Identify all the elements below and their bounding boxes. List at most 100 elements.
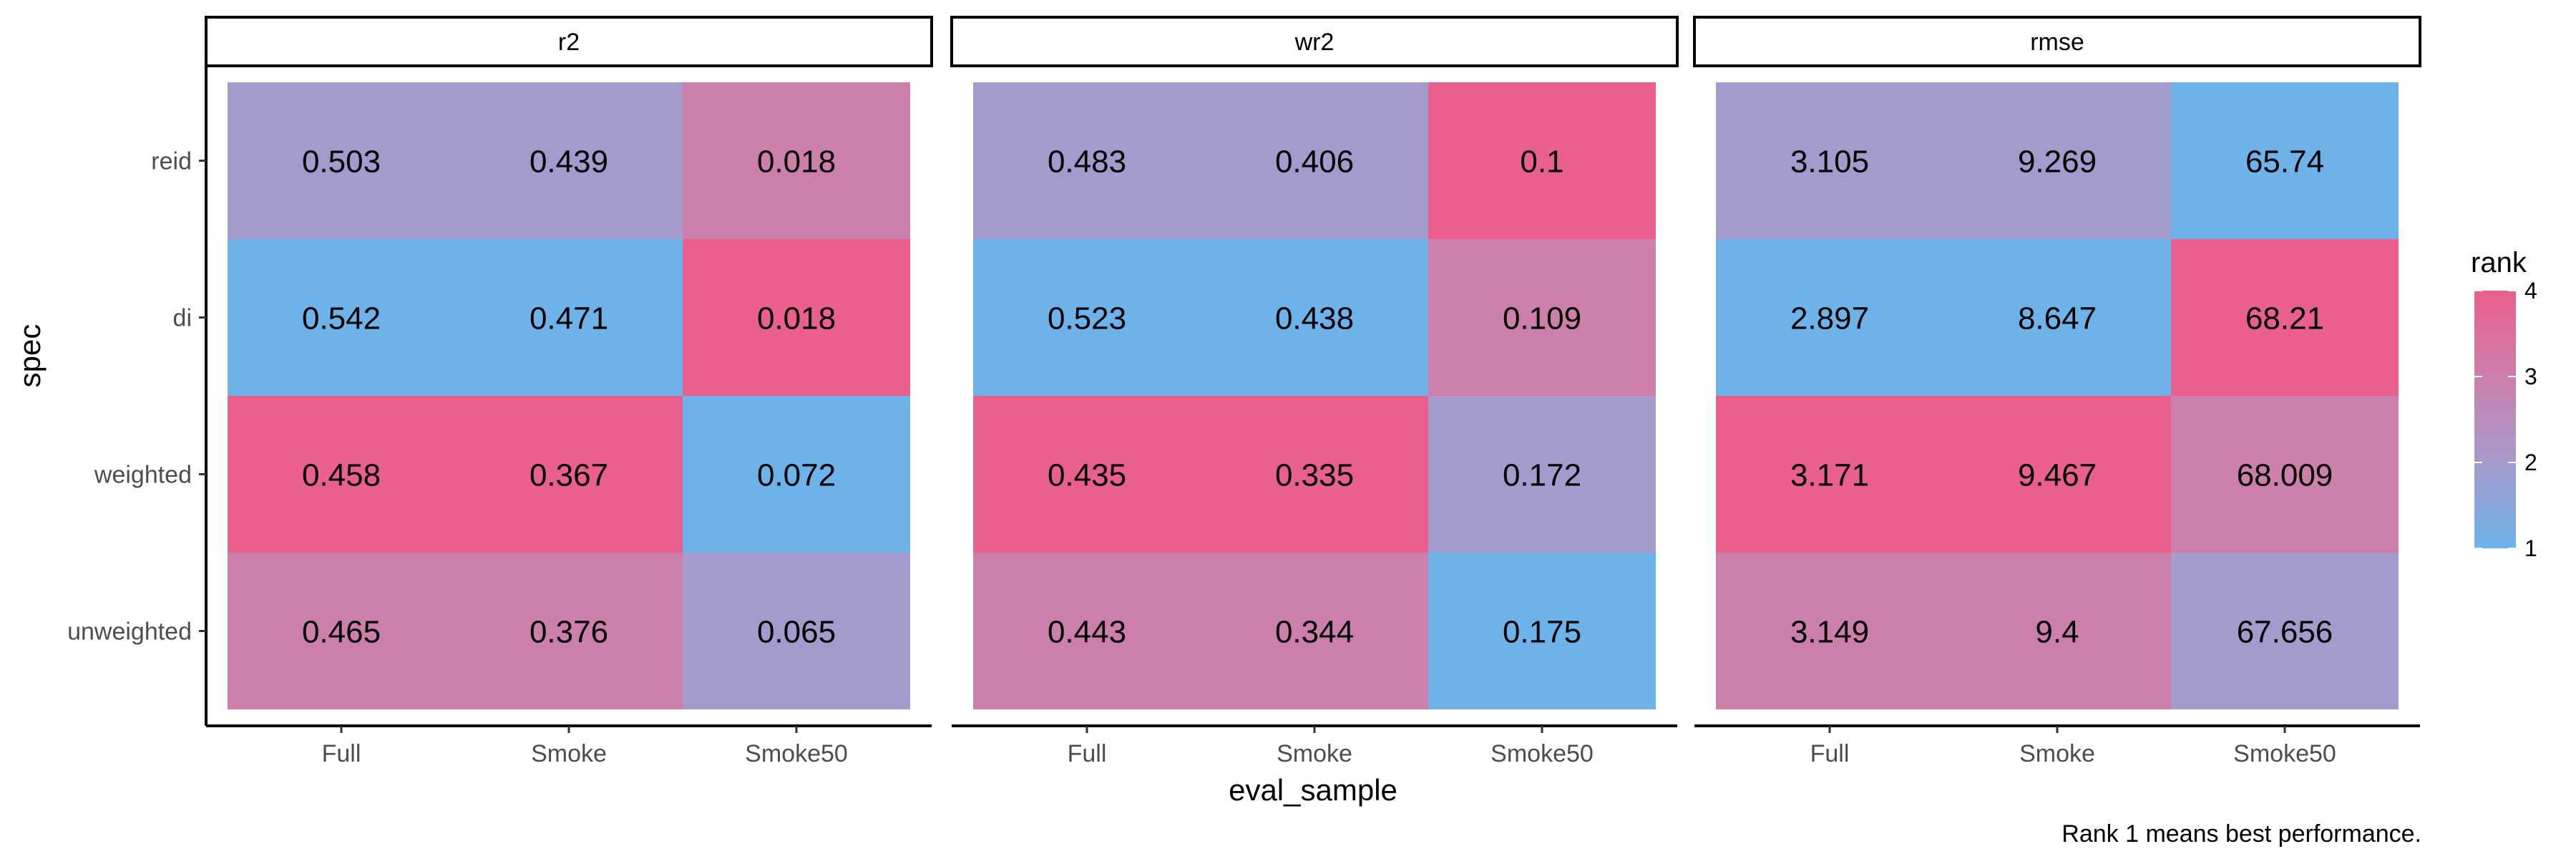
tile-value-label: 9.269: [2018, 145, 2097, 180]
tile-value-label: 0.376: [530, 615, 608, 650]
heatmap-tile: [1716, 553, 1943, 709]
tile-value-label: 0.458: [302, 458, 381, 493]
facet-strip: [205, 16, 933, 67]
chart-caption: Rank 1 means best performance.: [2062, 820, 2421, 848]
tile-value-label: 0.471: [530, 301, 608, 336]
heatmap-tile: [1943, 82, 2171, 239]
x-tick-label: Smoke50: [2233, 740, 2336, 767]
heatmap-tile: [455, 239, 683, 396]
heatmap-tile: [1201, 553, 1428, 709]
tile-value-label: 68.21: [2245, 301, 2324, 336]
legend-tick-label: 4: [2524, 278, 2537, 304]
tile-value-label: 0.018: [757, 301, 836, 336]
heatmap-tile: [973, 82, 1201, 239]
heatmap-tile: [1428, 553, 1656, 709]
heatmap-tile: [455, 553, 683, 709]
heatmap-tile: [455, 396, 683, 553]
tile-value-label: 0.175: [1503, 615, 1581, 650]
tile-value-label: 3.149: [1790, 615, 1869, 650]
tile-value-label: 0.523: [1048, 301, 1126, 336]
tile-value-label: 0.172: [1503, 458, 1581, 493]
y-tick-label: reid: [151, 148, 192, 175]
heatmap-tile: [1428, 396, 1656, 553]
heatmap-tile: [1428, 82, 1656, 239]
tile-value-label: 0.483: [1048, 145, 1126, 180]
heatmap-tile: [1201, 239, 1428, 396]
legend-tick-label: 3: [2524, 364, 2537, 389]
heatmap-tile: [1716, 239, 1943, 396]
y-axis-title: spec: [13, 324, 47, 388]
tile-value-label: 3.105: [1790, 145, 1869, 180]
heatmap-tile: [683, 239, 910, 396]
legend-tick-label: 1: [2524, 535, 2537, 561]
facet-strip-label: r2: [558, 29, 580, 56]
heatmap-tile: [1943, 396, 2171, 553]
legend-tick-label: 2: [2524, 450, 2537, 475]
tile-value-label: 9.4: [2035, 615, 2079, 650]
heatmap-tile: [2171, 553, 2399, 709]
heatmap-tile: [455, 82, 683, 239]
x-tick-label: Smoke50: [745, 740, 848, 767]
legend-ticks: 1 2 3 4: [2474, 278, 2537, 561]
tile-value-label: 0.443: [1048, 615, 1126, 650]
tile-value-label: 0.439: [530, 145, 608, 180]
heatmap-tile: [2171, 396, 2399, 553]
heatmap-tile: [1428, 239, 1656, 396]
tile-value-label: 0.435: [1048, 458, 1126, 493]
heatmap-tile: [1201, 82, 1428, 239]
heatmap-tile: [973, 239, 1201, 396]
heatmap-tile: [1943, 239, 2171, 396]
facet-panels: r2 0.503 0.439 0.018 0.542 0.471 0.018 0.458 0.3…: [67, 16, 2421, 767]
x-tick-label: Smoke: [531, 740, 607, 767]
heatmap-tile: [683, 82, 910, 239]
legend-title: rank: [2471, 247, 2527, 278]
y-tick-label: di: [173, 305, 192, 332]
heatmap-tile: [683, 396, 910, 553]
tile-value-label: 0.367: [530, 458, 608, 493]
facet-panel-r2: r2 0.503 0.439 0.018 0.542 0.471 0.018 0.458 0.3…: [67, 16, 933, 767]
tile-value-label: 0.018: [757, 145, 836, 180]
x-tick-label: Smoke: [2019, 740, 2095, 767]
y-tick-label: weighted: [94, 462, 192, 489]
tile-value-label: 0.065: [757, 615, 836, 650]
x-tick-label: Smoke50: [1491, 740, 1594, 767]
tile-value-label: 67.656: [2237, 615, 2333, 650]
tile-value-label: 0.465: [302, 615, 381, 650]
facet-strip: [950, 16, 1679, 67]
tile-value-label: 0.438: [1275, 301, 1354, 336]
heatmap-tile: [1716, 82, 1943, 239]
x-tick-label: Full: [1810, 740, 1850, 767]
tile-value-label: 9.467: [2018, 458, 2097, 493]
heatmap-tile: [1201, 396, 1428, 553]
facet-strip-label: rmse: [2030, 29, 2084, 56]
tile-value-label: 2.897: [1790, 301, 1869, 336]
heatmap-tile: [1943, 553, 2171, 709]
facet-panel-wr2: wr2 0.483 0.406 0.1 0.523 0.438 0.109 0.435 0.33…: [950, 16, 1679, 767]
heatmap-tile: [228, 239, 455, 396]
heatmap-tile: [973, 396, 1201, 553]
legend-colorbar: [2474, 291, 2516, 548]
y-tick-label: unweighted: [67, 618, 192, 646]
tile-value-label: 65.74: [2245, 145, 2324, 180]
heatmap-tile: [683, 553, 910, 709]
tile-value-label: 3.171: [1790, 458, 1869, 493]
rank-legend: rank 1 2 3 4: [2471, 247, 2537, 561]
heatmap-tile: [973, 553, 1201, 709]
heatmap-tile: [2171, 82, 2399, 239]
tile-value-label: 0.406: [1275, 145, 1354, 180]
x-tick-label: Full: [1068, 740, 1107, 767]
tile-value-label: 0.072: [757, 458, 836, 493]
facet-strip: [1693, 16, 2421, 67]
tile-value-label: 0.335: [1275, 458, 1354, 493]
tile-value-label: 0.542: [302, 301, 381, 336]
heatmap-tile: [228, 396, 455, 553]
tile-value-label: 68.009: [2237, 458, 2333, 493]
tile-value-label: 0.344: [1275, 615, 1354, 650]
tile-value-label: 0.109: [1503, 301, 1581, 336]
facet-panel-rmse: rmse 3.105 9.269 65.74 2.897 8.647 68.21 3.171 9…: [1693, 16, 2421, 767]
facet-strip-label: wr2: [1294, 29, 1335, 56]
heatmap-tile: [228, 553, 455, 709]
tile-value-label: 0.503: [302, 145, 381, 180]
tile-value-label: 0.1: [1520, 145, 1563, 180]
